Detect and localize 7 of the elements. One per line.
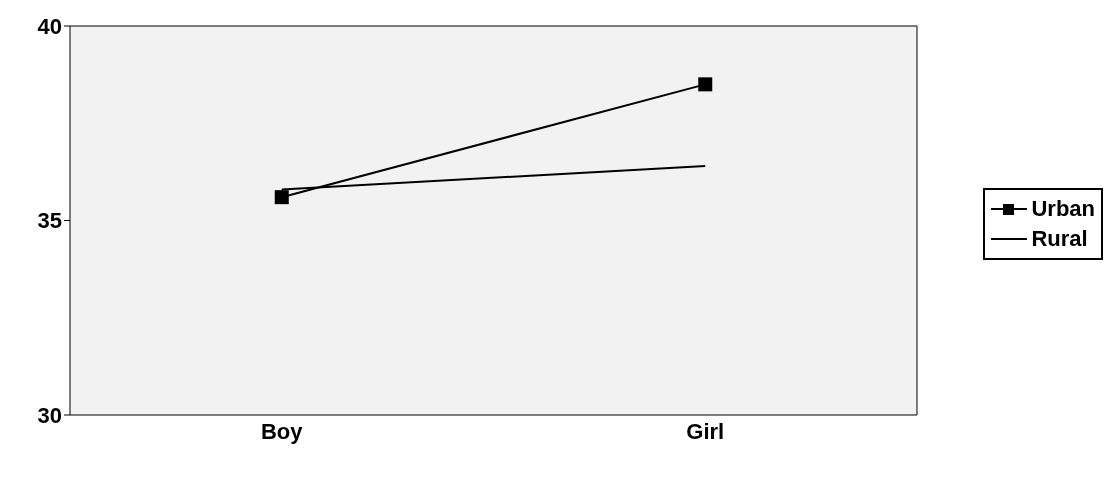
- legend-label: Urban: [1031, 195, 1095, 223]
- y-tick-label: 40: [37, 13, 62, 39]
- y-tick-label: 35: [37, 208, 62, 234]
- x-tick-label: Girl: [686, 418, 725, 444]
- legend-label: Rural: [1031, 225, 1088, 253]
- x-tick-label: Boy: [260, 418, 304, 444]
- y-tick-label: 30: [37, 402, 62, 428]
